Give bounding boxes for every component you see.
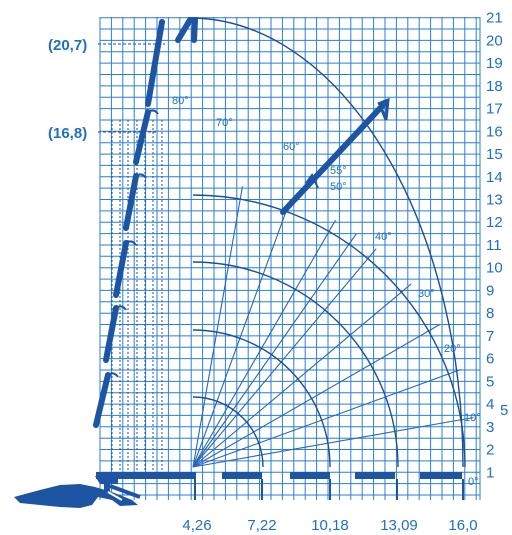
radius-arc bbox=[192, 396, 264, 468]
height-label: 1 bbox=[486, 464, 494, 481]
height-label: 21 bbox=[486, 10, 503, 27]
height-label: 7 bbox=[486, 328, 494, 345]
angle-rays bbox=[192, 186, 474, 468]
angle-label: 80° bbox=[172, 95, 189, 107]
height-label: 9 bbox=[486, 282, 494, 299]
radius-label: 16,0 bbox=[448, 517, 477, 534]
height-label: 6 bbox=[486, 351, 494, 368]
height-label: 15 bbox=[486, 146, 503, 163]
inclined-boom bbox=[280, 101, 387, 215]
angle-label: 10° bbox=[464, 412, 481, 424]
angle-label: 60° bbox=[283, 141, 300, 153]
baseline-segment bbox=[355, 472, 395, 479]
height-label: 4 bbox=[486, 396, 494, 413]
inclined-boom-tip bbox=[377, 97, 390, 121]
inclined-boom-joint bbox=[305, 173, 319, 189]
boom-section bbox=[103, 305, 119, 363]
working-radius-arcs bbox=[192, 17, 466, 468]
height-label: 13 bbox=[486, 192, 503, 209]
angle-label: 0° bbox=[468, 476, 479, 488]
baseline-segment bbox=[222, 472, 262, 479]
angle-ray bbox=[192, 219, 336, 468]
height-axis-labels: 12345678910111213141516171819202122 bbox=[486, 0, 503, 481]
height-label: 22 bbox=[486, 0, 503, 4]
height-label: 10 bbox=[486, 260, 503, 277]
angle-ray bbox=[192, 233, 357, 468]
angle-label: 50° bbox=[330, 181, 347, 193]
boom-drawing bbox=[93, 17, 390, 428]
radius-label: 4,26 bbox=[182, 517, 211, 534]
boom-head bbox=[107, 372, 119, 378]
boom-tip bbox=[175, 17, 199, 43]
boom-head bbox=[125, 240, 137, 246]
angle-ray bbox=[192, 248, 377, 468]
boom-section bbox=[145, 19, 165, 107]
boom-section bbox=[123, 173, 139, 231]
height-label: 16 bbox=[486, 123, 503, 140]
angle-label: 70° bbox=[216, 117, 233, 129]
height-label: 19 bbox=[486, 55, 503, 72]
angle-label: 40° bbox=[375, 231, 392, 243]
height-label: 18 bbox=[486, 78, 503, 95]
height-label: 5 bbox=[486, 373, 494, 390]
radius-label: 10,18 bbox=[311, 517, 349, 534]
boom-section bbox=[93, 372, 111, 428]
boom-section bbox=[113, 240, 129, 298]
radius-label: 7,22 bbox=[247, 517, 276, 534]
boom-head bbox=[135, 173, 147, 179]
boom-head bbox=[147, 109, 159, 115]
baseline-segment bbox=[290, 472, 330, 479]
boom-section bbox=[133, 109, 151, 165]
angle-ray bbox=[192, 416, 474, 468]
angle-ray bbox=[192, 324, 441, 468]
height-label: 2 bbox=[486, 442, 494, 459]
edge-glyph: 5 , bbox=[500, 402, 512, 419]
annotation-20-7: (20,7) bbox=[48, 37, 87, 54]
baseline-segment bbox=[96, 472, 196, 479]
baseline-bar bbox=[96, 472, 464, 500]
boom-angle-labels: 80° 70° 60° 55° 50° 40° 30° 20° 10° 0° bbox=[172, 95, 481, 488]
height-label: 20 bbox=[486, 32, 503, 49]
height-label: 17 bbox=[486, 101, 503, 118]
boom-section-guides bbox=[111, 120, 163, 472]
radius-arc bbox=[192, 194, 466, 468]
annotation-16-8: (16,8) bbox=[48, 125, 87, 142]
radius-label: 13,09 bbox=[380, 517, 418, 534]
radius-arc bbox=[192, 329, 331, 468]
angle-ray bbox=[192, 283, 412, 468]
max-reach-arc bbox=[192, 17, 464, 468]
crane-truck-silhouette bbox=[14, 474, 141, 508]
angle-ray bbox=[192, 199, 292, 468]
angle-ray bbox=[192, 186, 244, 468]
boom-head bbox=[115, 305, 127, 311]
height-label: 3 bbox=[486, 419, 494, 436]
grid bbox=[99, 17, 481, 500]
angle-label: 55° bbox=[330, 165, 347, 177]
height-label: 11 bbox=[486, 237, 502, 254]
angle-label: 20° bbox=[444, 343, 461, 355]
height-label: 12 bbox=[486, 214, 503, 231]
height-label: 14 bbox=[486, 169, 503, 186]
baseline-segment bbox=[420, 472, 462, 479]
radius-axis-labels: 4,26 7,22 10,18 13,09 16,0 bbox=[182, 517, 477, 534]
angle-ray bbox=[192, 368, 461, 468]
angle-label: 30° bbox=[418, 288, 435, 300]
radius-arc bbox=[192, 261, 399, 468]
height-label: 8 bbox=[486, 305, 494, 322]
